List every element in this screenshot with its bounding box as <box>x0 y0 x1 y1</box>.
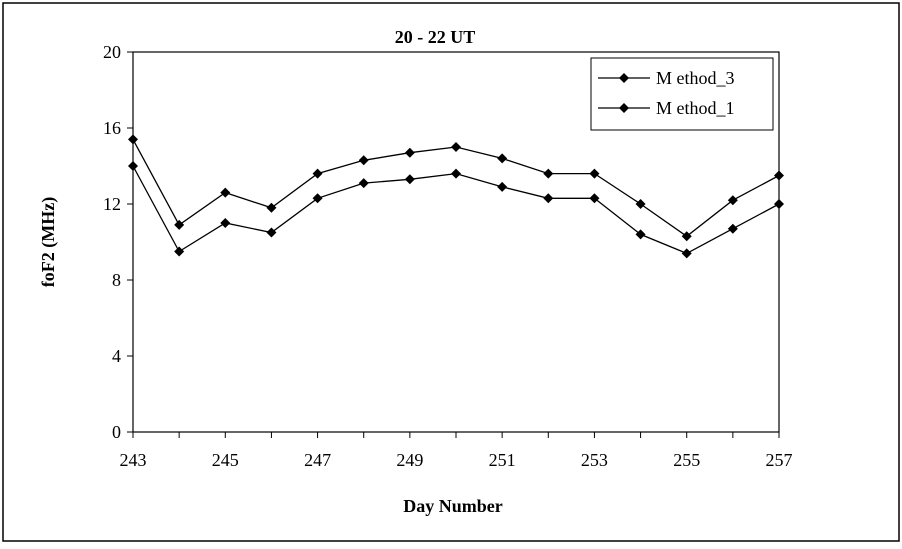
series-2-point <box>543 193 554 204</box>
legend-box <box>590 57 774 131</box>
legend-label-1: M ethod_3 <box>656 68 735 88</box>
x-tick-label: 243 <box>120 450 147 470</box>
x-tick-label: 249 <box>396 450 423 470</box>
y-tick-label: 8 <box>112 270 121 290</box>
x-tick-label: 253 <box>581 450 608 470</box>
series-2-point <box>312 193 323 204</box>
series-2-point <box>774 199 784 209</box>
series-1-point <box>266 202 277 213</box>
legend-label-2: M ethod_1 <box>656 98 735 118</box>
series-layer <box>128 134 784 259</box>
y-tick-label: 12 <box>103 194 121 214</box>
series-2-point <box>174 246 185 257</box>
series-2-point <box>635 229 646 240</box>
y-axis-title: foF2 (MHz) <box>38 197 59 287</box>
y-tick-label: 4 <box>112 346 121 366</box>
series-1-point <box>681 231 692 242</box>
series-1-point <box>635 199 646 209</box>
series-1-point <box>727 195 738 206</box>
series-2-point <box>589 193 600 204</box>
x-tick-label: 247 <box>304 450 331 470</box>
series-2-point <box>404 174 415 185</box>
series-1-point <box>451 142 461 152</box>
y-tick-label: 16 <box>103 118 121 138</box>
y-tick-label: 20 <box>103 42 121 62</box>
series-1-point <box>312 168 323 179</box>
series-1-point <box>174 219 185 230</box>
y-tick-label: 0 <box>112 422 121 442</box>
legend-marker-2 <box>619 103 629 113</box>
series-1-point <box>404 147 415 158</box>
x-tick-label: 257 <box>766 450 793 470</box>
series-1-point <box>543 168 554 179</box>
x-tick-label: 251 <box>489 450 516 470</box>
x-tick-label: 255 <box>673 450 700 470</box>
series-2-point <box>220 218 231 228</box>
series-2-point <box>451 168 461 179</box>
series-1-point <box>774 170 784 181</box>
series-1-point <box>128 134 138 145</box>
legend: M ethod_3 M ethod_1 <box>590 57 774 131</box>
series-1-point <box>220 187 231 198</box>
x-tick-label: 245 <box>212 450 239 470</box>
legend-marker-1 <box>619 73 629 83</box>
y-axis: 0 4 8 12 16 20 <box>103 42 133 442</box>
chart-title: 20 - 22 UT <box>395 27 476 47</box>
series-2-point <box>497 181 508 192</box>
series-2-point <box>358 178 369 189</box>
series-2-point <box>681 248 692 259</box>
series-2-point <box>128 161 138 171</box>
series-2-point <box>266 227 277 238</box>
series-1-point <box>497 153 508 164</box>
x-axis-title: Day Number <box>403 496 503 516</box>
series-1-point <box>358 155 369 166</box>
series-2-point <box>727 223 738 234</box>
series-1-point <box>589 168 600 179</box>
x-axis: 243 245 247 249 251 253 255 257 <box>120 432 793 470</box>
